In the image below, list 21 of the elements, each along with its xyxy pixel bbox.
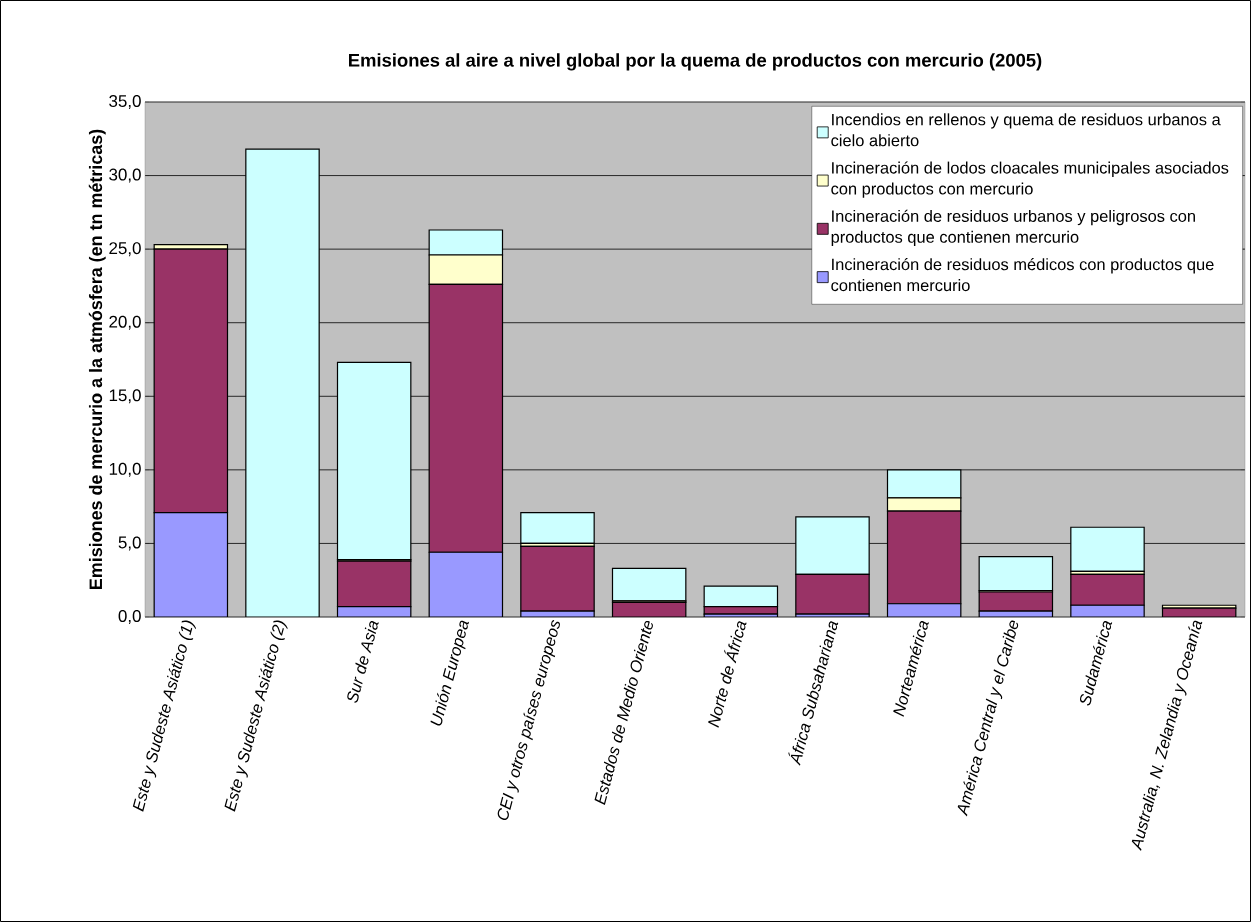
x-tick-label: Sur de Asia — [347, 621, 379, 703]
x-tick-label: América Central y el Caribe — [957, 620, 1019, 817]
legend-label: Incineración de residuos urbanos y peligrosos con productos que contienen mercurio — [831, 209, 1195, 247]
x-tick-label: Norte de África — [708, 621, 747, 728]
y-tick-label: 10,0 — [109, 462, 141, 477]
x-tick-label: Este y Sudeste Asiático (2) — [224, 620, 288, 812]
chart-title: Emisiones al aire a nivel global por la quema de productos con mercurio (2005) — [349, 53, 1042, 71]
y-tick-label: 0,0 — [118, 610, 141, 624]
y-tick-label: 15,0 — [109, 389, 141, 404]
legend-label: Incineración de residuos médicos con productos que contienen mercurio — [831, 257, 1214, 292]
y-tick-label: 35,0 — [109, 94, 141, 109]
y-tick-label: 20,0 — [109, 315, 141, 330]
y-tick-label: 25,0 — [109, 242, 141, 257]
legend-label: Incineración de lodos cloacales municipales asociados con productos con mercurio — [831, 161, 1229, 198]
y-axis-title: Emisiones de mercurio a la atmósfera (en tn métricas) — [88, 129, 106, 590]
x-tick-label: CEI y otros países europeos — [497, 620, 560, 821]
legend-label: Incendios en rellenos y quema de residuos urbanos a cielo abierto — [831, 113, 1221, 147]
y-tick-label: 5,0 — [118, 536, 141, 551]
x-tick-label: Estados de Medio Oriente — [594, 620, 653, 806]
y-tick-label: 30,0 — [109, 168, 141, 183]
x-tick-label: Unión Europea — [430, 620, 469, 726]
